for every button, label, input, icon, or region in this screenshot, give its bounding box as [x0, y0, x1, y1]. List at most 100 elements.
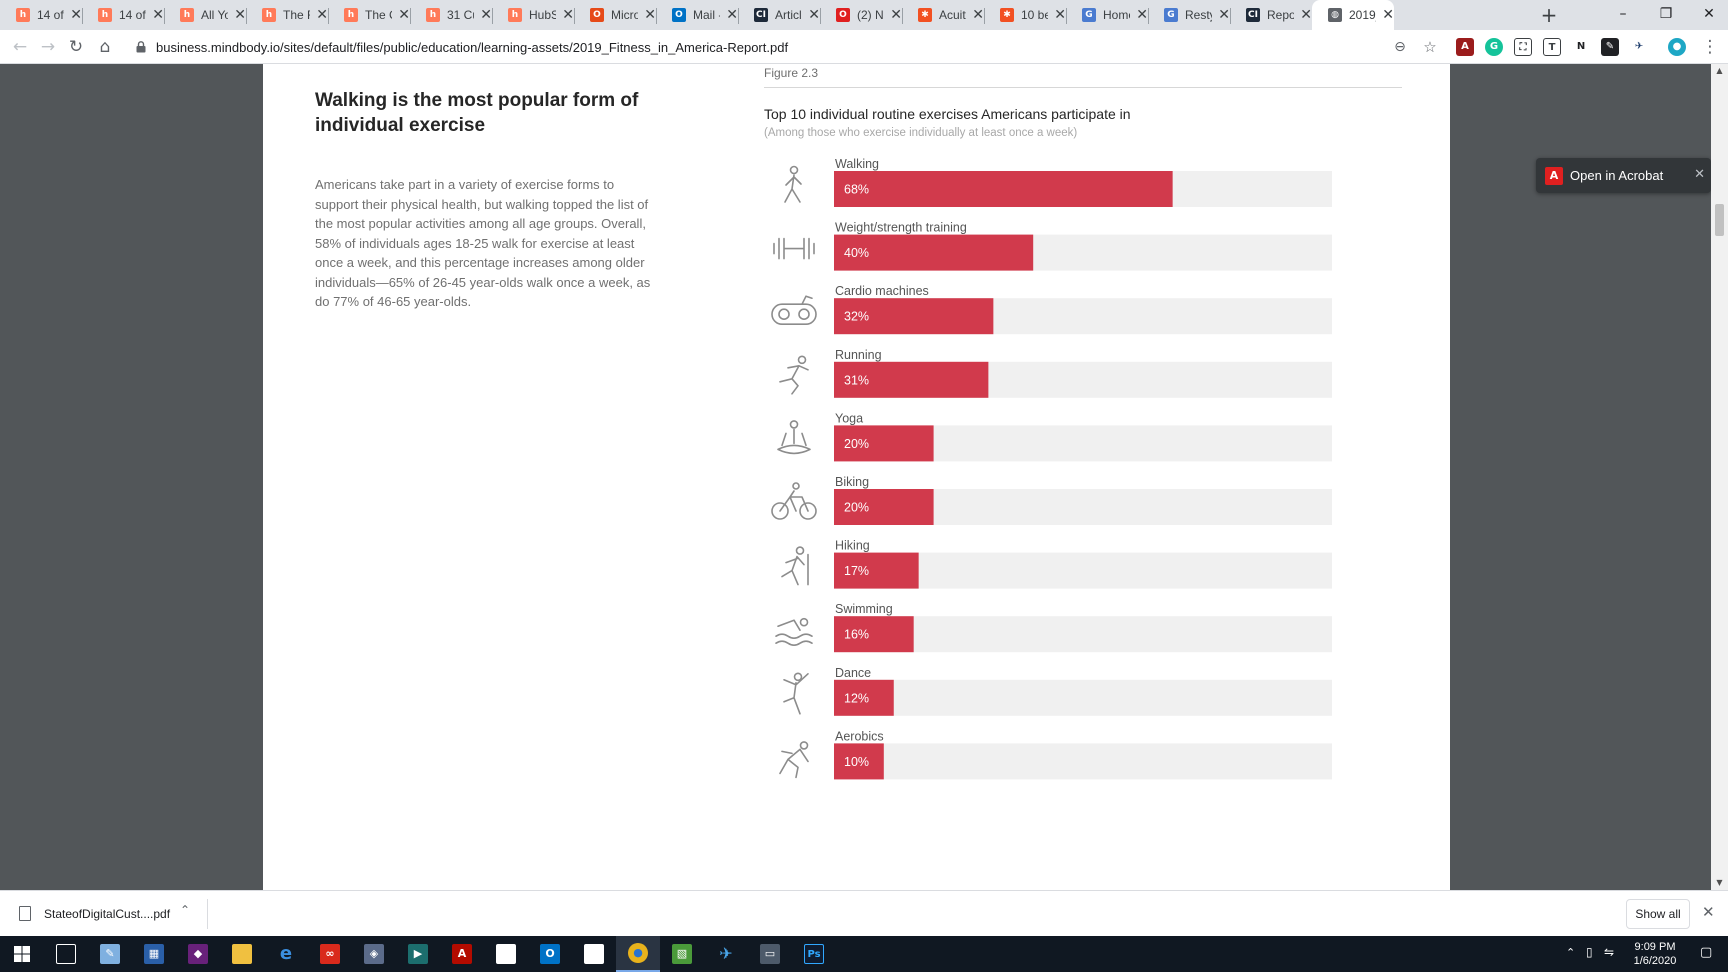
battery-icon[interactable]: ▯	[1586, 945, 1593, 959]
browser-tab[interactable]: h All You ✕	[164, 0, 246, 30]
vertical-scrollbar[interactable]: ▲ ▼	[1711, 64, 1728, 890]
close-downloads-icon[interactable]: ✕	[1702, 903, 1715, 921]
reload-button[interactable]: ↻	[68, 37, 84, 57]
browser-tab[interactable]: ◍ 2019_F ✕	[1312, 0, 1394, 30]
twitter-app-icon[interactable]: ✈	[704, 936, 748, 972]
scroll-down-icon[interactable]: ▼	[1716, 878, 1723, 887]
screen-app-icon[interactable]: ▭	[748, 936, 792, 972]
video-app-icon[interactable]: ▶	[396, 936, 440, 972]
browser-tab[interactable]: ✱ Acuity ✕	[902, 0, 984, 30]
address-bar[interactable]: business.mindbody.io/sites/default/files…	[156, 40, 789, 55]
tab-close-icon[interactable]: ✕	[480, 7, 492, 23]
browser-tab[interactable]: h HubSp ✕	[492, 0, 574, 30]
browser-tab[interactable]: CI Report ✕	[1230, 0, 1312, 30]
video-glyph: ▶	[408, 944, 428, 964]
tab-close-icon[interactable]: ✕	[1300, 7, 1312, 23]
bookmark-star-icon[interactable]: ☆	[1423, 38, 1437, 56]
tab-close-icon[interactable]: ✕	[808, 7, 820, 23]
pdf-file-icon[interactable]	[19, 906, 31, 921]
edge-browser-icon[interactable]: e	[264, 936, 308, 972]
tab-close-icon[interactable]: ✕	[152, 7, 164, 23]
tab-close-icon[interactable]: ✕	[1054, 7, 1066, 23]
vpn-glyph: ◈	[364, 944, 384, 964]
tab-extension-icon[interactable]: T	[1543, 38, 1561, 56]
tab-close-icon[interactable]: ✕	[234, 7, 246, 23]
browser-tab[interactable]: ✱ 10 bes ✕	[984, 0, 1066, 30]
forward-button[interactable]: →	[40, 37, 56, 57]
browser-tab[interactable]: G Home ✕	[1066, 0, 1148, 30]
show-all-button[interactable]: Show all	[1626, 899, 1690, 929]
close-window-button[interactable]: ✕	[1703, 6, 1715, 22]
download-item-name[interactable]: StateofDigitalCust....pdf	[44, 907, 171, 921]
task-view-icon[interactable]	[44, 936, 88, 972]
profile-avatar[interactable]: ●	[1668, 38, 1686, 56]
bird-extension-icon[interactable]: ✈	[1634, 41, 1644, 52]
value-label: 32%	[844, 310, 869, 324]
browser-tab[interactable]: h 14 of t ✕	[0, 0, 82, 30]
back-button[interactable]: ←	[12, 37, 28, 57]
menu-icon[interactable]: ⋮	[1701, 37, 1719, 57]
browser-tab[interactable]: O (2) Ne ✕	[820, 0, 902, 30]
document-app-icon[interactable]	[572, 936, 616, 972]
snagit-app-icon[interactable]: ▧	[660, 936, 704, 972]
zoom-icon[interactable]: ⊖	[1394, 39, 1406, 55]
show-hidden-icons-icon[interactable]: ⌃	[1566, 946, 1576, 959]
tab-title: (2) Ne	[857, 8, 884, 22]
taskbar-clock[interactable]: 9:09 PM 1/6/2020	[1620, 940, 1690, 968]
acrobat-glyph: A	[452, 944, 472, 964]
browser-tab[interactable]: O Micros ✕	[574, 0, 656, 30]
tab-close-icon[interactable]: ✕	[1218, 7, 1230, 23]
notification-icon[interactable]: ▢	[1700, 945, 1713, 960]
acrobat-extension-icon[interactable]: A	[1456, 38, 1474, 56]
close-icon[interactable]: ✕	[1694, 167, 1705, 182]
tab-close-icon[interactable]: ✕	[726, 7, 738, 23]
tab-close-icon[interactable]: ✕	[1382, 7, 1394, 23]
outlook-app-icon[interactable]: O	[528, 936, 572, 972]
tab-close-icon[interactable]: ✕	[1136, 7, 1148, 23]
tab-close-icon[interactable]: ✕	[644, 7, 656, 23]
browser-tab[interactable]: CI Article ✕	[738, 0, 820, 30]
ni-extension-icon[interactable]: N	[1576, 41, 1586, 52]
tab-close-icon[interactable]: ✕	[316, 7, 328, 23]
swimming-icon	[775, 617, 813, 646]
browser-tab[interactable]: G Restyle ✕	[1148, 0, 1230, 30]
creative-cloud-icon[interactable]: ∞	[308, 936, 352, 972]
chrome-app-icon[interactable]: ●	[616, 936, 660, 972]
home-button[interactable]: ⌂	[99, 37, 111, 57]
paint-app-icon[interactable]: ✎	[88, 936, 132, 972]
category-label: Walking	[835, 157, 879, 171]
acrobat-app-icon[interactable]: A	[440, 936, 484, 972]
lock-icon[interactable]	[136, 41, 146, 53]
grammarly-extension-icon[interactable]: G	[1485, 38, 1503, 56]
chevron-up-icon[interactable]: ⌃	[180, 903, 191, 917]
scroll-up-icon[interactable]: ▲	[1716, 66, 1723, 75]
vpn-app-icon[interactable]: ◈	[352, 936, 396, 972]
tab-close-icon[interactable]: ✕	[562, 7, 574, 23]
new-tab-button[interactable]: +	[1540, 3, 1558, 27]
file-explorer-icon[interactable]	[220, 936, 264, 972]
tab-close-icon[interactable]: ✕	[398, 7, 410, 23]
hiking-icon	[781, 546, 809, 586]
screenshot-extension-icon[interactable]: ⛶	[1514, 38, 1532, 56]
scroll-thumb[interactable]	[1715, 204, 1724, 236]
browser-tab[interactable]: O Mail - ✕	[656, 0, 738, 30]
tab-separator	[82, 8, 83, 24]
tab-close-icon[interactable]: ✕	[972, 7, 984, 23]
tab-close-icon[interactable]: ✕	[70, 7, 82, 23]
windows-start-icon[interactable]	[0, 936, 44, 972]
store-app-icon[interactable]: ▦	[132, 936, 176, 972]
network-icon[interactable]: ⇋	[1604, 945, 1615, 959]
pen-extension-icon[interactable]: ✎	[1601, 38, 1619, 56]
notepad-app-icon[interactable]	[484, 936, 528, 972]
value-label: 68%	[844, 183, 869, 197]
photoshop-app-icon[interactable]: Ps	[792, 936, 836, 972]
visual-studio-icon[interactable]: ◆	[176, 936, 220, 972]
browser-tab[interactable]: h The Cu ✕	[328, 0, 410, 30]
open-in-acrobat-button[interactable]: A Open in Acrobat ✕	[1536, 158, 1711, 193]
browser-tab[interactable]: h 31 Cus ✕	[410, 0, 492, 30]
minimize-button[interactable]: –	[1619, 6, 1627, 22]
browser-tab[interactable]: h The Fa ✕	[246, 0, 328, 30]
browser-tab[interactable]: h 14 of t ✕	[82, 0, 164, 30]
restore-button[interactable]: ❐	[1659, 6, 1673, 22]
tab-close-icon[interactable]: ✕	[890, 7, 902, 23]
